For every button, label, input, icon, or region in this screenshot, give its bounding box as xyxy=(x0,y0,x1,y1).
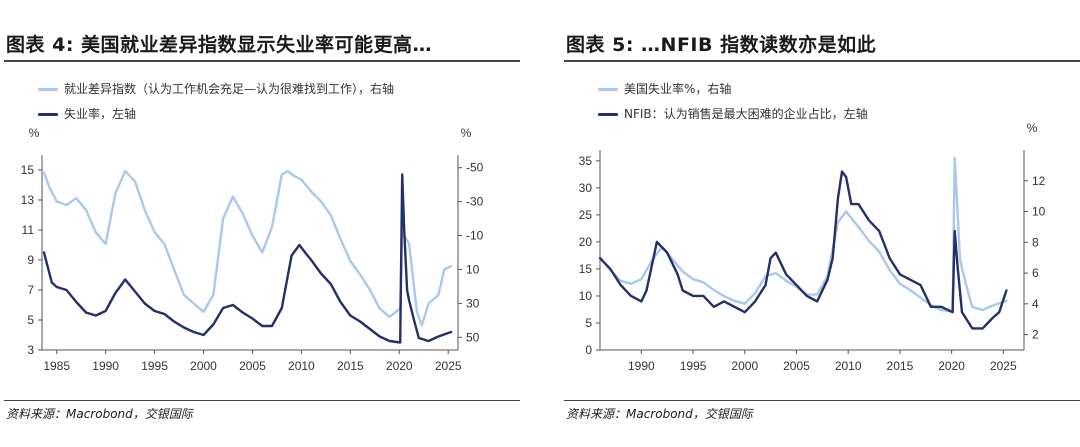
left-tick-label-right: 15 xyxy=(579,262,593,276)
series-line-dark-left xyxy=(42,173,453,344)
x-tick-label-right: 2005 xyxy=(783,359,810,373)
source-rule-right xyxy=(564,400,1080,401)
legend-item-light-left: 就业差异指数（认为工作机会充足—认为很难找到工作），右轴 xyxy=(38,80,394,97)
left-tick-label-right: 30 xyxy=(579,181,593,195)
x-tick-label-left: 2005 xyxy=(239,359,266,373)
left-tick-label-right: 35 xyxy=(579,154,593,168)
x-tick-label-right: 2025 xyxy=(990,359,1017,373)
left-tick-label-left: 15 xyxy=(21,163,35,177)
left-tick-label-left: 13 xyxy=(21,193,35,207)
left-tick-label-left: 7 xyxy=(27,283,34,297)
right-tick-label-left: -50 xyxy=(466,161,484,175)
x-tick-label-left: 1995 xyxy=(141,359,168,373)
right-tick-label-left: 10 xyxy=(466,262,480,276)
right-tick-label-left: 30 xyxy=(466,296,480,310)
left-tick-label-left: 3 xyxy=(27,343,34,357)
x-tick-label-left: 2020 xyxy=(386,359,413,373)
source-note-left: 资料来源：Macrobond，交银国际 xyxy=(6,407,193,421)
right-axis-unit-right: % xyxy=(1027,121,1038,135)
chart-title-right: 图表 5: …NFIB 指数读数亦是如此 xyxy=(566,34,877,56)
right-tick-label-right: 10 xyxy=(1032,205,1046,219)
left-axis-unit-left: % xyxy=(29,126,40,140)
x-tick-label-right: 2000 xyxy=(731,359,758,373)
legend-swatch-dark-right xyxy=(598,113,618,116)
x-tick-label-left: 2000 xyxy=(190,359,217,373)
x-tick-label-right: 2015 xyxy=(887,359,914,373)
right-tick-label-right: 2 xyxy=(1032,328,1039,342)
legend-label-dark-right: NFIB：认为销售是最大困难的企业占比，左轴 xyxy=(624,107,868,121)
legend-label-dark-left: 失业率，左轴 xyxy=(64,107,137,121)
title-rule-right xyxy=(564,60,1080,62)
x-tick-label-right: 1995 xyxy=(680,359,707,373)
legend-swatch-light-right xyxy=(598,88,618,91)
legend-item-light-right: 美国失业率%，右轴 xyxy=(598,80,731,97)
series-line-dark-right xyxy=(598,170,1008,330)
left-tick-label-right: 10 xyxy=(579,289,593,303)
right-tick-label-left: -30 xyxy=(466,195,484,209)
legend-item-dark-left: 失业率，左轴 xyxy=(38,105,136,122)
left-tick-label-right: 5 xyxy=(585,316,592,330)
left-tick-label-right: 0 xyxy=(585,343,592,357)
x-tick-label-right: 2020 xyxy=(938,359,965,373)
right-axis-unit-left: % xyxy=(461,126,472,140)
x-tick-label-left: 2015 xyxy=(337,359,364,373)
right-tick-label-right: 6 xyxy=(1032,266,1039,280)
legend-item-dark-right: NFIB：认为销售是最大困难的企业占比，左轴 xyxy=(598,105,868,122)
right-tick-label-left: 50 xyxy=(466,330,480,344)
source-rule-left xyxy=(4,400,520,401)
chart-panel-right: 图表 5: …NFIB 指数读数亦是如此 美国失业率%，右轴 NFIB：认为销售… xyxy=(560,0,1080,447)
x-tick-label-left: 1985 xyxy=(43,359,70,373)
left-tick-label-right: 20 xyxy=(579,235,593,249)
x-tick-label-right: 2010 xyxy=(835,359,862,373)
left-tick-label-right: 25 xyxy=(579,208,593,222)
legend-label-light-right: 美国失业率%，右轴 xyxy=(624,82,732,96)
right-tick-label-right: 4 xyxy=(1032,297,1039,311)
chart-panel-left: 图表 4: 美国就业差异指数显示失业率可能更高… 就业差异指数（认为工作机会充足… xyxy=(0,0,520,447)
x-tick-label-left: 2010 xyxy=(288,359,315,373)
right-tick-label-left: -10 xyxy=(466,229,484,243)
chart-plot-left: % % 3 5 7 9 11 13 15 -50 -30 -10 10 30 50 1985 1990 1995 2… xyxy=(21,126,484,373)
right-tick-label-right: 8 xyxy=(1032,235,1039,249)
legend-swatch-light-left xyxy=(38,88,58,91)
series-line-light-right xyxy=(598,156,1008,313)
legend-swatch-dark-left xyxy=(38,113,58,116)
series-line-light-left xyxy=(42,169,453,327)
title-rule-left xyxy=(4,60,520,62)
x-tick-label-left: 1990 xyxy=(92,359,119,373)
x-tick-label-right: 1990 xyxy=(628,359,655,373)
legend-label-light-left: 就业差异指数（认为工作机会充足—认为很难找到工作），右轴 xyxy=(64,82,395,96)
source-note-right: 资料来源：Macrobond，交银国际 xyxy=(566,407,753,421)
left-tick-label-left: 9 xyxy=(27,253,34,267)
left-tick-label-left: 5 xyxy=(27,313,34,327)
chart-title-left: 图表 4: 美国就业差异指数显示失业率可能更高… xyxy=(6,34,433,56)
right-tick-label-right: 12 xyxy=(1032,174,1046,188)
x-tick-label-left: 2025 xyxy=(435,359,462,373)
left-tick-label-left: 11 xyxy=(22,223,35,237)
